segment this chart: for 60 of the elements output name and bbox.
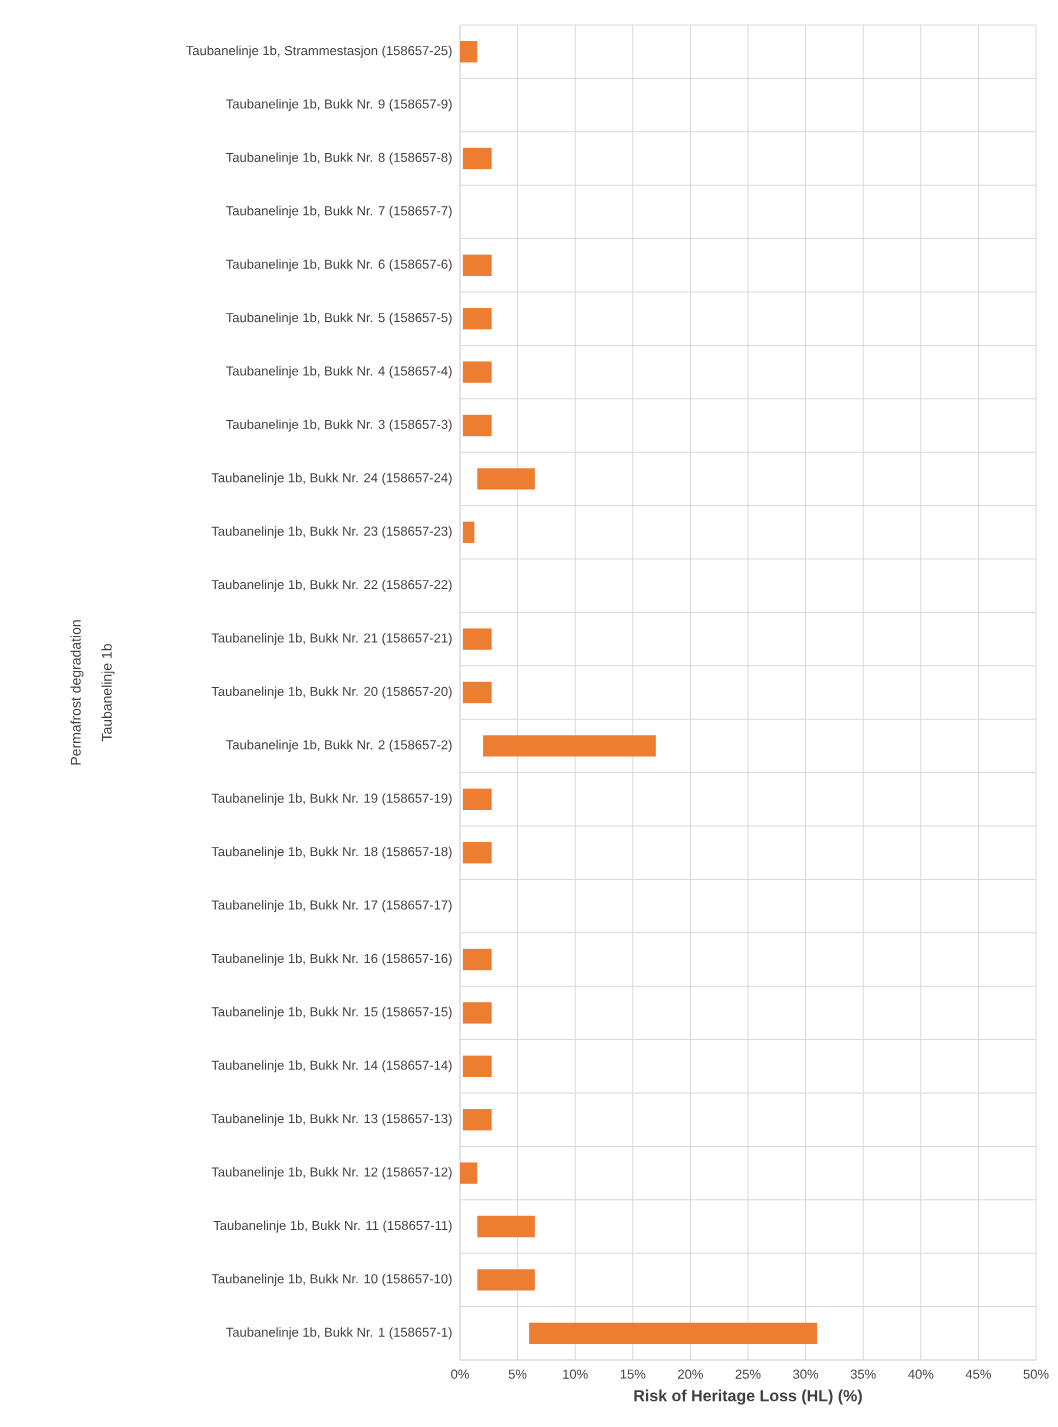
- bar: [462, 788, 492, 810]
- bar: [462, 948, 492, 971]
- y-tick-label: Taubanelinje 1b, Bukk Nr. 18 (158657-18): [211, 846, 452, 859]
- y-tick-label: Taubanelinje 1b, Bukk Nr. 9 (158657-9): [226, 99, 452, 112]
- bar: [462, 414, 492, 437]
- y-tick-label: Taubanelinje 1b, Bukk Nr. 16 (158657-16): [211, 953, 452, 966]
- y-tick-label: Taubanelinje 1b, Strammestasjon (158657-25): [186, 45, 452, 58]
- bar: [477, 468, 535, 490]
- y-tick-label: Taubanelinje 1b, Bukk Nr. 23 (158657-23): [211, 526, 452, 539]
- y-tick-label: Taubanelinje 1b, Bukk Nr. 2 (158657-2): [226, 739, 452, 752]
- y-tick-label: Taubanelinje 1b, Bukk Nr. 1 (158657-1): [226, 1327, 452, 1340]
- bar: [483, 735, 656, 757]
- y-tick-label: Taubanelinje 1b, Bukk Nr. 4 (158657-4): [226, 366, 452, 379]
- bar: [462, 1109, 492, 1131]
- y-tick-label: Taubanelinje 1b, Bukk Nr. 15 (158657-15): [211, 1006, 452, 1019]
- bar: [529, 1322, 818, 1344]
- x-tick-label: 5%: [508, 1369, 527, 1379]
- x-tick-label: 0%: [451, 1369, 469, 1379]
- y-tick-label: Taubanelinje 1b, Bukk Nr. 11 (158657-11): [213, 1220, 452, 1233]
- y-tick-label: Taubanelinje 1b, Bukk Nr. 7 (158657-7): [226, 205, 452, 218]
- y-tick-label: Taubanelinje 1b, Bukk Nr. 17 (158657-17): [211, 900, 452, 913]
- x-tick-label: 30%: [793, 1369, 819, 1379]
- y-tick-label: Taubanelinje 1b, Bukk Nr. 8 (158657-8): [226, 152, 452, 165]
- bar: [462, 521, 475, 543]
- y-tick-label: Taubanelinje 1b, Bukk Nr. 22 (158657-22): [211, 579, 452, 592]
- y-tick-label: Taubanelinje 1b, Bukk Nr. 12 (158657-12): [211, 1167, 452, 1180]
- text: Permafrost degradation: [70, 620, 84, 765]
- y-tick-label: Taubanelinje 1b, Bukk Nr. 20 (158657-20): [211, 686, 452, 699]
- x-tick-label: 25%: [735, 1369, 761, 1379]
- text: Taubanelinje 1b: [101, 644, 115, 742]
- bar: [462, 254, 492, 276]
- bar: [462, 628, 492, 650]
- bar: [460, 1162, 478, 1184]
- bar: [477, 1269, 535, 1291]
- x-tick-label: 10%: [563, 1369, 588, 1379]
- y-tick-label: Taubanelinje 1b, Bukk Nr. 24 (158657-24): [211, 472, 452, 485]
- bar: [462, 1055, 492, 1077]
- y-tick-label: Taubanelinje 1b, Bukk Nr. 14 (158657-14): [211, 1060, 452, 1073]
- x-axis-title: Risk of Heritage Loss (HL) (%): [634, 1389, 862, 1405]
- bar: [462, 147, 492, 170]
- bar: [462, 681, 492, 704]
- bar: [462, 1002, 492, 1024]
- y-tick-label: Taubanelinje 1b, Bukk Nr. 6 (158657-6): [226, 259, 452, 272]
- y-tick-label: Taubanelinje 1b, Bukk Nr. 10 (158657-10): [211, 1273, 452, 1286]
- bar: [460, 41, 478, 63]
- bar: [477, 1215, 535, 1238]
- bar: [462, 308, 492, 330]
- x-tick-label: 15%: [620, 1369, 646, 1379]
- y-tick-label: Taubanelinje 1b, Bukk Nr. 21 (158657-21): [211, 633, 452, 646]
- x-tick-label: 40%: [908, 1369, 934, 1379]
- y-tick-label: Taubanelinje 1b, Bukk Nr. 13 (158657-13): [211, 1113, 452, 1126]
- y-tick-label: Taubanelinje 1b, Bukk Nr. 5 (158657-5): [226, 312, 452, 325]
- x-tick-label: 50%: [1023, 1369, 1049, 1379]
- x-tick-label: 20%: [678, 1369, 703, 1379]
- bar: [462, 842, 492, 864]
- x-tick-label: 35%: [850, 1369, 876, 1379]
- bar: [462, 361, 492, 383]
- y-tick-label: Taubanelinje 1b, Bukk Nr. 3 (158657-3): [226, 419, 452, 432]
- x-tick-label: 45%: [965, 1369, 991, 1379]
- y-tick-label: Taubanelinje 1b, Bukk Nr. 19 (158657-19): [211, 793, 452, 806]
